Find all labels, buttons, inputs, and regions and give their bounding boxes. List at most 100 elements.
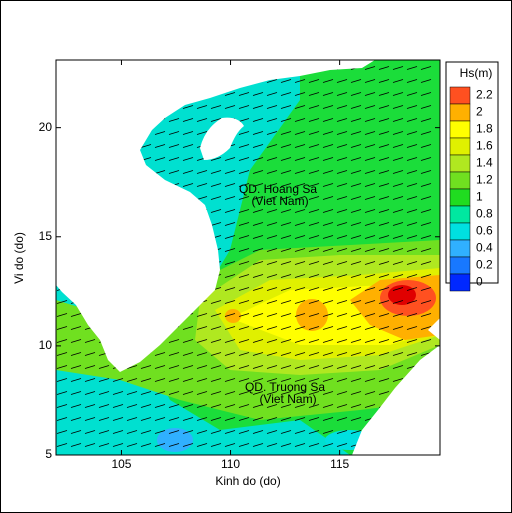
arrow: [140, 430, 152, 434]
arrow: [84, 417, 96, 421]
arrow: [182, 430, 194, 434]
arrow: [322, 300, 334, 304]
colorbar-label: 1.4: [476, 156, 493, 170]
arrow: [126, 391, 138, 395]
arrow: [154, 430, 166, 434]
land-hainan: [200, 117, 244, 160]
arrow: [238, 417, 250, 421]
arrow: [266, 157, 278, 161]
arrow: [294, 183, 306, 187]
x-tick-label: 105: [111, 457, 131, 471]
arrow: [294, 326, 306, 330]
arrow: [224, 209, 236, 213]
arrow: [350, 105, 362, 109]
arrow: [420, 261, 432, 265]
arrow: [280, 131, 292, 135]
arrow: [238, 248, 250, 252]
arrow: [238, 118, 250, 122]
arrow: [252, 248, 264, 252]
arrow: [252, 339, 264, 343]
arrow: [266, 92, 278, 96]
arrow: [364, 248, 376, 252]
arrow: [406, 313, 418, 317]
arrow: [210, 118, 222, 122]
arrow: [70, 404, 82, 408]
arrow: [392, 300, 404, 304]
arrow: [308, 378, 320, 382]
arrow: [140, 365, 152, 369]
arrow: [168, 443, 180, 447]
arrow: [308, 196, 320, 200]
arrow: [294, 339, 306, 343]
arrow: [196, 417, 208, 421]
arrow: [266, 404, 278, 408]
arrow: [294, 430, 306, 434]
arrow: [98, 430, 110, 434]
arrow: [392, 248, 404, 252]
arrow: [420, 131, 432, 135]
arrow: [364, 339, 376, 343]
arrow: [182, 170, 194, 174]
arrow: [224, 365, 236, 369]
arrow: [308, 404, 320, 408]
arrow: [224, 404, 236, 408]
arrow: [238, 287, 250, 291]
arrow: [210, 326, 222, 330]
arrow: [252, 274, 264, 278]
arrow: [224, 196, 236, 200]
arrow: [266, 300, 278, 304]
arrow: [224, 170, 236, 174]
arrow: [70, 339, 82, 343]
arrow: [280, 196, 292, 200]
arrow: [322, 365, 334, 369]
arrow: [238, 92, 250, 96]
arrow: [308, 118, 320, 122]
arrow: [336, 391, 348, 395]
arrow: [336, 339, 348, 343]
arrow: [364, 378, 376, 382]
arrow: [420, 118, 432, 122]
arrow: [238, 443, 250, 447]
arrow: [168, 170, 180, 174]
arrow: [336, 417, 348, 421]
y-tick-label: 5: [45, 447, 52, 461]
arrow: [392, 196, 404, 200]
colorbar-swatch: [449, 120, 471, 139]
arrow: [350, 157, 362, 161]
arrow: [294, 417, 306, 421]
arrow: [238, 404, 250, 408]
arrow: [294, 391, 306, 395]
arrow: [294, 404, 306, 408]
arrow: [154, 131, 166, 135]
arrow: [350, 79, 362, 83]
arrow: [168, 157, 180, 161]
arrow: [364, 261, 376, 265]
arrow: [154, 417, 166, 421]
arrow: [294, 235, 306, 239]
arrow: [238, 365, 250, 369]
arrow: [350, 365, 362, 369]
arrow: [378, 118, 390, 122]
arrow: [420, 326, 432, 330]
arrow: [182, 417, 194, 421]
arrow: [308, 352, 320, 356]
arrow: [238, 157, 250, 161]
arrow: [280, 326, 292, 330]
arrow: [364, 365, 376, 369]
arrow: [322, 352, 334, 356]
arrow: [210, 170, 222, 174]
arrow: [364, 391, 376, 395]
wave-field: [56, 60, 440, 455]
arrow: [280, 365, 292, 369]
arrow: [378, 235, 390, 239]
arrow: [392, 222, 404, 226]
arrow: [196, 196, 208, 200]
arrow: [224, 183, 236, 187]
arrow: [266, 430, 278, 434]
arrow: [308, 274, 320, 278]
arrow: [378, 170, 390, 174]
arrow: [392, 313, 404, 317]
arrow: [406, 274, 418, 278]
arrow: [224, 417, 236, 421]
arrow: [420, 274, 432, 278]
